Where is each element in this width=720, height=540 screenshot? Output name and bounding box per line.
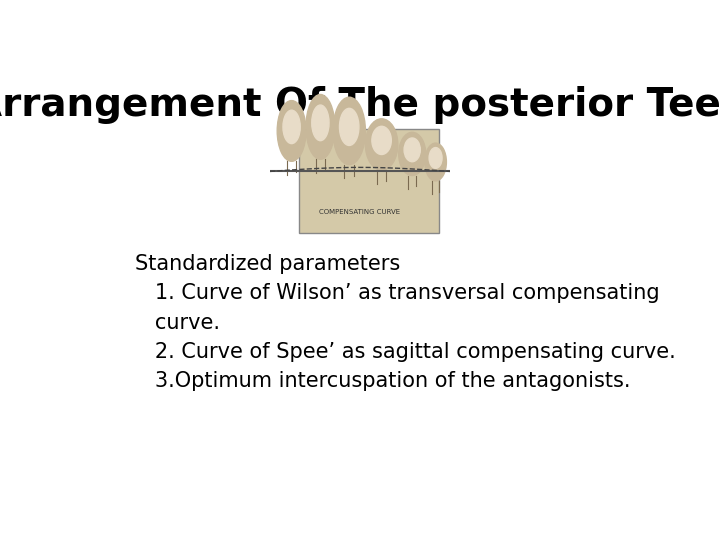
Ellipse shape [404,138,420,162]
Text: Standardized parameters: Standardized parameters [135,254,400,274]
Ellipse shape [340,109,359,145]
Text: COMPENSATING CURVE: COMPENSATING CURVE [320,209,400,215]
Ellipse shape [277,100,306,161]
Ellipse shape [312,105,329,140]
Text: 3.Optimum intercuspation of the antagonists.: 3.Optimum intercuspation of the antagoni… [135,371,630,391]
Ellipse shape [399,132,426,176]
Ellipse shape [333,97,365,165]
Text: 1. Curve of Wilson’ as transversal compensating: 1. Curve of Wilson’ as transversal compe… [135,284,660,303]
Ellipse shape [429,147,442,168]
Text: Arrangement Of The posterior Teeth: Arrangement Of The posterior Teeth [0,85,720,124]
Ellipse shape [425,143,446,181]
Ellipse shape [372,126,392,154]
Ellipse shape [306,94,335,159]
FancyBboxPatch shape [300,129,438,233]
Ellipse shape [283,110,300,144]
Ellipse shape [366,119,397,170]
Text: 2. Curve of Spee’ as sagittal compensating curve.: 2. Curve of Spee’ as sagittal compensati… [135,342,675,362]
Text: curve.: curve. [135,313,220,333]
